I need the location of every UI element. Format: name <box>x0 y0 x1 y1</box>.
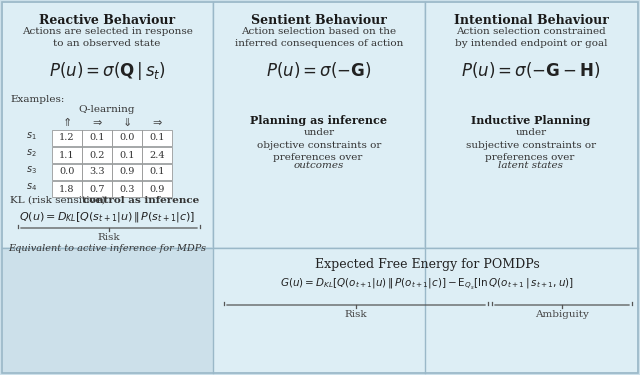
FancyBboxPatch shape <box>214 249 637 372</box>
Text: ⇒: ⇒ <box>152 118 162 128</box>
Text: Intentional Behaviour: Intentional Behaviour <box>454 14 609 27</box>
Text: Planning as inference: Planning as inference <box>250 115 387 126</box>
Text: Risk: Risk <box>345 310 367 319</box>
Text: $G(u) = D_{KL}\left[Q(o_{t+1}|u)\,\|\,P(o_{t+1}|c)\right] - \mathrm{E}_{Q_s}\lef: $G(u) = D_{KL}\left[Q(o_{t+1}|u)\,\|\,P(… <box>280 277 574 292</box>
Text: $s_3$: $s_3$ <box>26 165 37 176</box>
FancyBboxPatch shape <box>142 147 172 163</box>
Text: 0.1: 0.1 <box>119 150 135 159</box>
Text: 3.3: 3.3 <box>89 168 105 177</box>
FancyBboxPatch shape <box>52 164 82 180</box>
Text: 2.4: 2.4 <box>149 150 165 159</box>
Text: $s_1$: $s_1$ <box>26 130 37 142</box>
Text: 1.8: 1.8 <box>60 184 75 194</box>
FancyBboxPatch shape <box>82 181 112 197</box>
Text: 0.1: 0.1 <box>149 168 164 177</box>
Text: $s_2$: $s_2$ <box>26 148 37 159</box>
Text: 0.1: 0.1 <box>149 134 164 142</box>
Text: 1.1: 1.1 <box>59 150 75 159</box>
FancyBboxPatch shape <box>52 147 82 163</box>
Text: 0.2: 0.2 <box>89 150 105 159</box>
FancyBboxPatch shape <box>112 147 142 163</box>
Text: $s_4$: $s_4$ <box>26 182 37 194</box>
Text: Action selection constrained
by intended endpoint or goal: Action selection constrained by intended… <box>455 27 607 48</box>
Text: 0.0: 0.0 <box>119 134 134 142</box>
Text: ⇓: ⇓ <box>122 118 132 128</box>
Text: Examples:: Examples: <box>10 95 65 104</box>
FancyBboxPatch shape <box>82 130 112 146</box>
Text: $P(u) = \sigma(-\mathbf{G})$: $P(u) = \sigma(-\mathbf{G})$ <box>266 60 372 80</box>
Text: 1.2: 1.2 <box>59 134 75 142</box>
FancyBboxPatch shape <box>142 164 172 180</box>
Text: Q-learning: Q-learning <box>79 105 135 114</box>
Text: Risk: Risk <box>98 233 120 242</box>
Text: Expected Free Energy for POMDPs: Expected Free Energy for POMDPs <box>315 258 540 271</box>
Text: latent states: latent states <box>499 161 563 170</box>
Text: under
objective constraints or
preferences over: under objective constraints or preferenc… <box>257 128 381 162</box>
FancyBboxPatch shape <box>142 181 172 197</box>
Text: 0.9: 0.9 <box>119 168 134 177</box>
FancyBboxPatch shape <box>112 164 142 180</box>
FancyBboxPatch shape <box>112 130 142 146</box>
Text: Ambiguity: Ambiguity <box>535 310 589 319</box>
Text: outcomes: outcomes <box>294 161 344 170</box>
Text: Sentient Behaviour: Sentient Behaviour <box>251 14 387 27</box>
Text: 0.1: 0.1 <box>89 134 105 142</box>
Text: Actions are selected in response
to an observed state: Actions are selected in response to an o… <box>22 27 193 48</box>
Text: $P(u) = \sigma(\mathbf{Q}\,|\,s_t)$: $P(u) = \sigma(\mathbf{Q}\,|\,s_t)$ <box>49 60 166 82</box>
Text: Inductive Planning: Inductive Planning <box>471 115 591 126</box>
Text: $P(u) = \sigma(-\mathbf{G} - \mathbf{H})$: $P(u) = \sigma(-\mathbf{G} - \mathbf{H})… <box>461 60 601 80</box>
Text: 0.0: 0.0 <box>60 168 75 177</box>
Text: Action selection based on the
inferred consequences of action: Action selection based on the inferred c… <box>235 27 403 48</box>
FancyBboxPatch shape <box>142 130 172 146</box>
Text: 0.7: 0.7 <box>89 184 105 194</box>
FancyBboxPatch shape <box>112 181 142 197</box>
FancyBboxPatch shape <box>82 164 112 180</box>
Text: 0.9: 0.9 <box>149 184 164 194</box>
Text: control as inference: control as inference <box>83 196 199 205</box>
Text: under
subjective constraints or
preferences over: under subjective constraints or preferen… <box>466 128 596 162</box>
FancyBboxPatch shape <box>426 3 637 247</box>
Text: Reactive Behaviour: Reactive Behaviour <box>39 14 175 27</box>
Text: Equivalent to active inference for MDPs: Equivalent to active inference for MDPs <box>8 244 206 253</box>
Text: 0.3: 0.3 <box>119 184 135 194</box>
FancyBboxPatch shape <box>82 147 112 163</box>
FancyBboxPatch shape <box>52 181 82 197</box>
Text: $Q(u) = D_{KL}\left[Q(s_{t+1}|u)\,\|\,P(s_{t+1}|c)\right]$: $Q(u) = D_{KL}\left[Q(s_{t+1}|u)\,\|\,P(… <box>19 210 195 224</box>
FancyBboxPatch shape <box>214 3 424 247</box>
FancyBboxPatch shape <box>52 130 82 146</box>
FancyBboxPatch shape <box>3 3 212 247</box>
Text: KL (risk sensitive): KL (risk sensitive) <box>10 196 109 205</box>
Text: ⇑: ⇑ <box>62 118 72 128</box>
Text: ⇒: ⇒ <box>92 118 102 128</box>
